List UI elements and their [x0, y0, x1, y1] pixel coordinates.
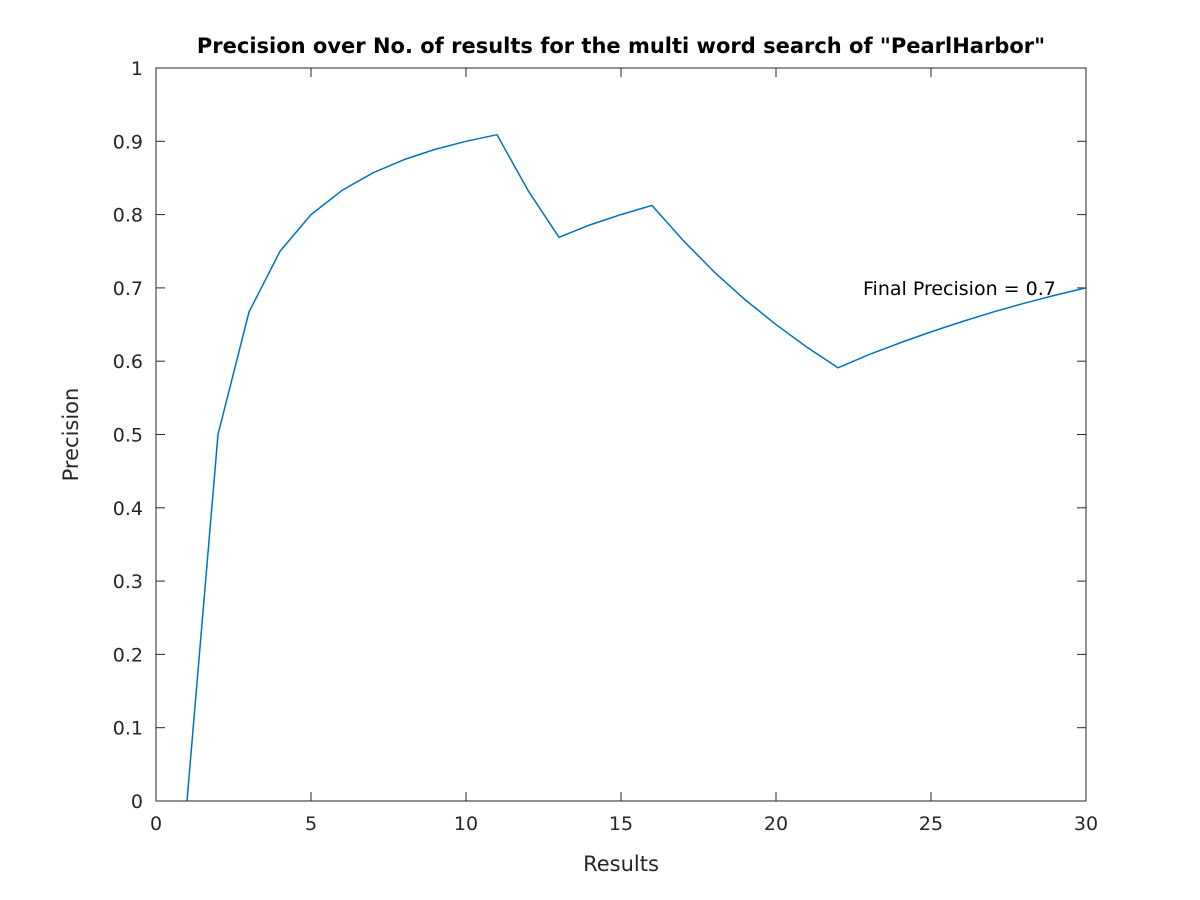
y-tick-label: 1: [131, 58, 143, 80]
y-tick-label: 0.7: [113, 278, 143, 300]
precision-series-line: [186, 133, 1087, 802]
plot-frame: [155, 67, 1087, 802]
y-tick-label: 0.4: [113, 498, 143, 520]
y-tick-label: 0.1: [113, 718, 143, 740]
chart-title: Precision over No. of results for the mu…: [197, 34, 1045, 58]
x-tick-label: 25: [919, 813, 943, 835]
y-tick-label: 0.6: [113, 351, 143, 373]
y-axis-label: Precision: [59, 388, 83, 482]
x-tick-label: 30: [1074, 813, 1098, 835]
final-precision-annotation: Final Precision = 0.7: [863, 278, 1056, 300]
y-tick-label: 0.5: [113, 425, 143, 447]
x-tick-label: 10: [454, 813, 478, 835]
x-tick-label: 15: [609, 813, 633, 835]
x-tick-label: 5: [305, 813, 317, 835]
tick-labels: 0 5 10 15 20 25 30 0 0.1 0.2 0.3 0.4 0.5 0.6 0.7 0.8 0.9…: [113, 58, 1098, 835]
y-tick-label: 0.8: [113, 205, 143, 227]
y-tick-label: 0.2: [113, 644, 143, 666]
x-tick-label: 20: [764, 813, 788, 835]
x-axis-label: Results: [583, 852, 659, 876]
x-tick-label: 0: [150, 813, 162, 835]
plot-area: [156, 68, 1086, 801]
y-tick-label: 0.9: [113, 131, 143, 153]
y-tick-label: 0: [131, 791, 143, 813]
y-tick-label: 0.3: [113, 571, 143, 593]
